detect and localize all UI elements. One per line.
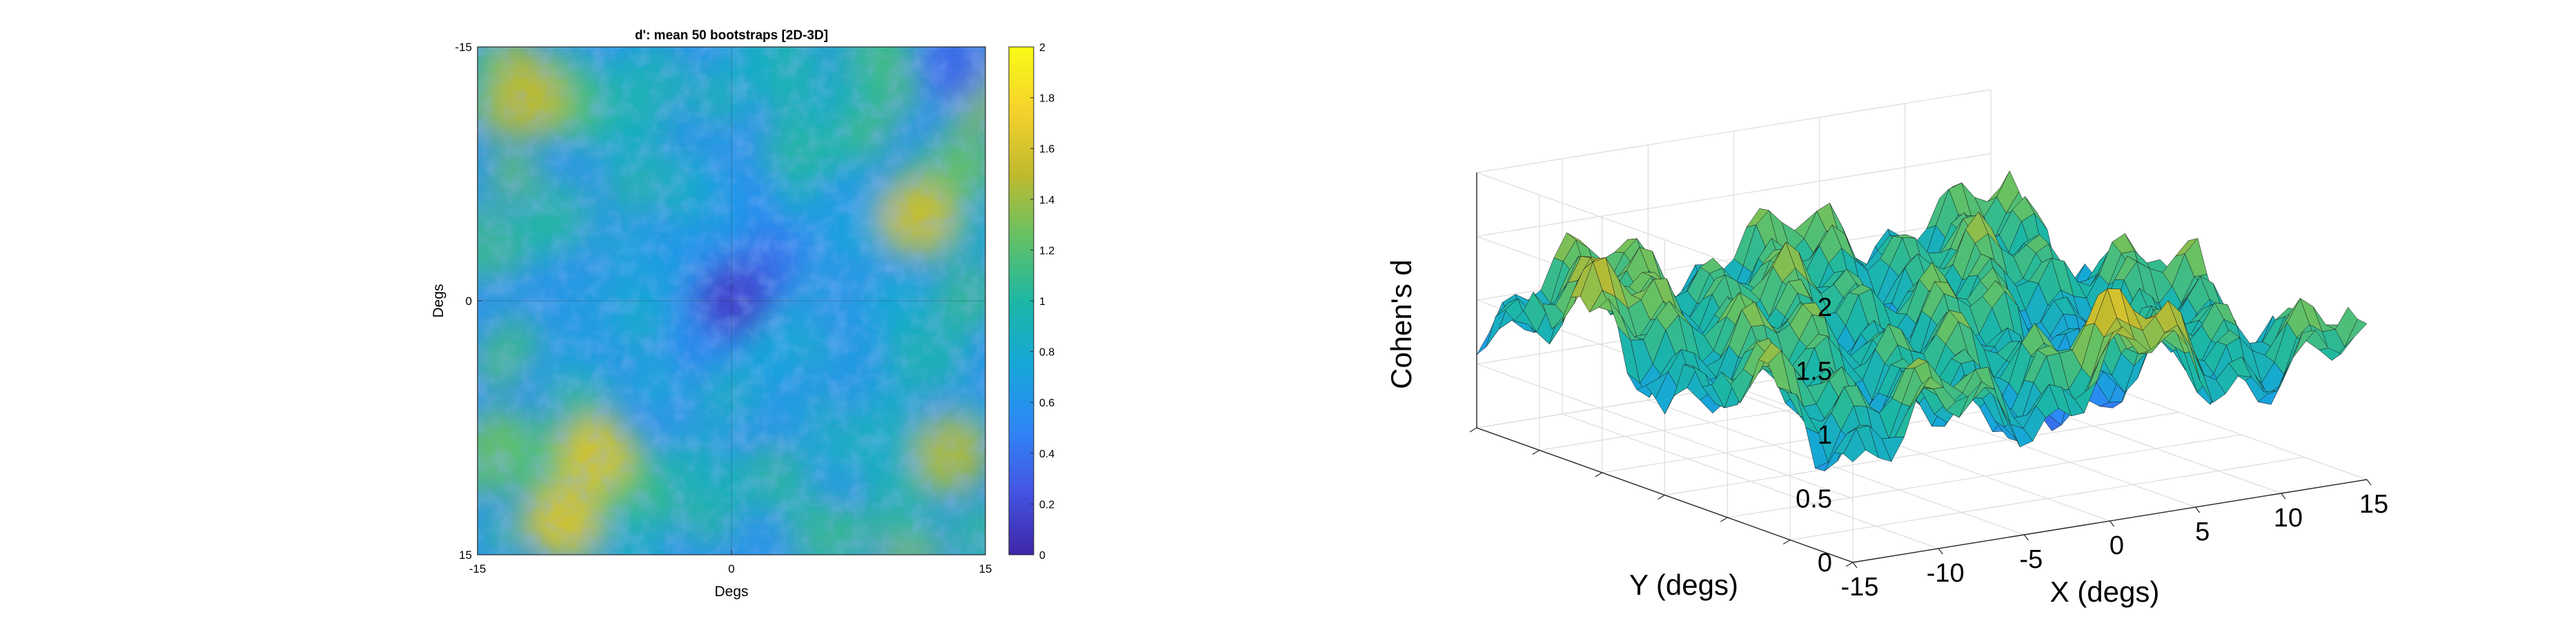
surface-xtick-mark (2366, 479, 2372, 486)
colorbar: 0 0.2 0.4 0.6 0.8 1 1.2 1.4 1.6 1.8 2 (1008, 42, 1054, 562)
heatmap-xlabel: Degs (714, 584, 748, 600)
surface-zlabel: Cohen's d (1385, 259, 1417, 389)
surface-xtick-mark (2023, 534, 2029, 541)
colorbar-tick-label: 2 (1039, 42, 1045, 54)
surface-chart: 0 0.5 1 1.5 2 -15 -10 -5 0 5 10 15 Cohen's d Y (deg… (1385, 89, 2388, 608)
heatmap-ytick-label: 0 (466, 295, 472, 308)
surface-xtick-label: 0 (2110, 531, 2124, 560)
surface-ticks: 0 0.5 1 1.5 2 -15 -10 -5 0 5 10 15 (1469, 293, 2388, 602)
surface-xtick-mark (2195, 506, 2201, 513)
heatmap-xtick-label: -15 (469, 562, 486, 575)
heatmap-title: d': mean 50 bootstraps [2D-3D] (635, 28, 828, 43)
colorbar-tick-label: 1.2 (1039, 245, 1054, 257)
colorbar-tick-label: 0.4 (1039, 448, 1054, 460)
heatmap-plot-area (478, 47, 985, 555)
surface-xtick-mark (1852, 562, 1858, 569)
heatmap-chart: d': mean 50 bootstraps [2D-3D] -15 0 15-15… (431, 28, 1054, 600)
surface-ztick-label: 1.5 (1796, 357, 1832, 386)
heatmap-ytick-label: -15 (455, 41, 472, 54)
colorbar-tick-label: 1.8 (1039, 93, 1054, 105)
colorbar-tick-label: 0.8 (1039, 347, 1054, 359)
surface-facet (1843, 428, 1866, 462)
heatmap-ytick-label: 15 (459, 549, 472, 562)
surface-ytick-mark (1595, 472, 1602, 477)
colorbar-tick-label: 0.6 (1039, 397, 1054, 409)
surface-xtick-label: 5 (2195, 518, 2210, 546)
surface-xtick-mark (2281, 493, 2286, 500)
surface-xtick-label: -15 (1841, 573, 1879, 602)
heatmap-xtick-label: 15 (979, 562, 992, 575)
surface-xlabel: X (degs) (2050, 575, 2160, 608)
surface-gridline (1790, 456, 2305, 541)
colorbar-tick-label: 1.6 (1039, 144, 1054, 155)
colorbar-tick-label: 0.2 (1039, 499, 1054, 511)
surface-ytick-mark (1532, 449, 1540, 455)
surface-ytick-mark (1845, 562, 1854, 567)
surface-xtick-label: -10 (1927, 559, 1965, 588)
heatmap-xtick-label: 0 (728, 562, 734, 575)
heatmap-texture (478, 47, 985, 555)
surface-ytick-mark (1720, 517, 1728, 522)
colorbar-gradient (1008, 46, 1034, 555)
surface-mesh (1476, 170, 2368, 471)
surface-ztick-label: 0.5 (1796, 485, 1832, 514)
surface-ytick-mark (1782, 539, 1791, 545)
colorbar-tick-label: 0 (1039, 550, 1045, 562)
surface-ytick-mark (1469, 427, 1477, 433)
surface-gridline (1727, 434, 2242, 518)
heatmap-ylabel: Degs (431, 284, 446, 317)
surface-ytick-mark (1658, 494, 1665, 500)
surface-ztick-label: 0 (1818, 549, 1832, 578)
surface-ztick-label: 1 (1818, 421, 1832, 450)
colorbar-tick-label: 1.4 (1039, 195, 1054, 206)
surface-ztick-label: 2 (1818, 293, 1832, 322)
surface-ylabel: Y (degs) (1629, 569, 1738, 601)
surface-gridline (1664, 411, 2179, 496)
surface-xtick-mark (1938, 548, 1943, 555)
colorbar-tick-label: 1 (1039, 296, 1045, 308)
surface-xtick-label: 15 (2359, 490, 2388, 519)
surface-xtick-label: 10 (2274, 504, 2303, 533)
surface-xtick-label: -5 (2019, 545, 2043, 574)
surface-xtick-mark (2110, 520, 2114, 527)
colorbar-ticks: 0 0.2 0.4 0.6 0.8 1 1.2 1.4 1.6 1.8 2 (1030, 42, 1054, 562)
